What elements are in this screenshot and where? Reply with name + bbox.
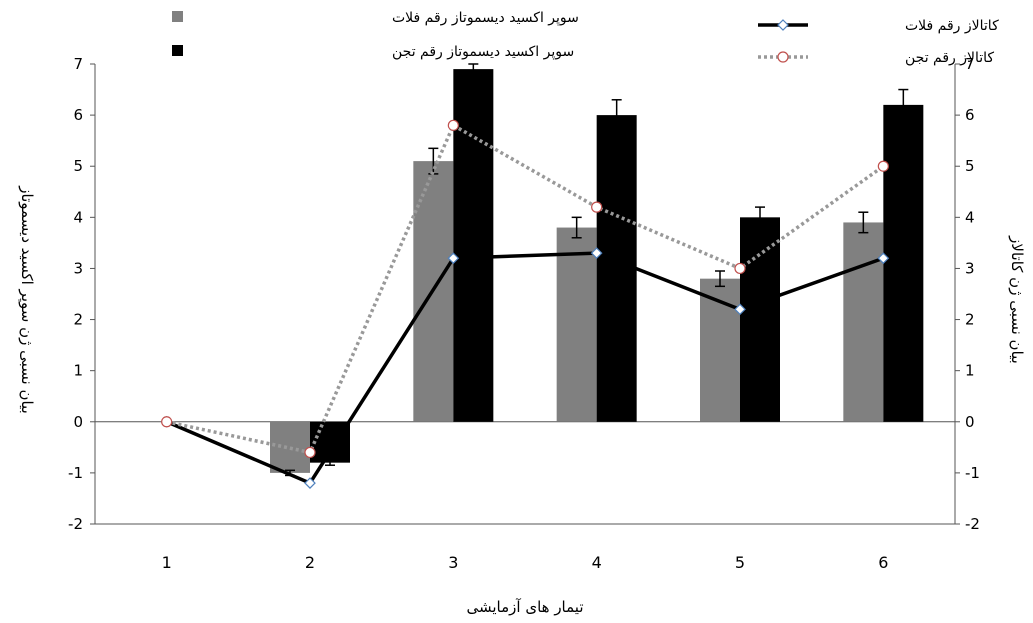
legend-swatch <box>172 11 183 22</box>
lines-layer <box>160 119 890 489</box>
y-axis-title-left: بیان نسبی ژن سوپر اکسید دیسموتاز <box>17 185 36 413</box>
y-tick-label-right: 4 <box>965 208 975 226</box>
data-point <box>304 477 316 489</box>
data-point <box>590 247 603 259</box>
x-tick-label: 5 <box>735 553 745 572</box>
y-tick-label-right: 0 <box>965 413 975 431</box>
x-tick-label: 4 <box>592 553 602 572</box>
legend-label: سوپر اکسید دیسموتاز رقم فلات <box>392 10 579 26</box>
y-tick-label-left: 4 <box>73 208 83 226</box>
data-point <box>591 201 603 213</box>
series-line <box>165 251 884 486</box>
axes-layer <box>90 63 960 525</box>
bar <box>843 222 884 422</box>
x-axis-title: تیمار های آزمایشی <box>466 598 583 616</box>
y-tick-label-left: 6 <box>73 106 83 124</box>
y-tick-label-left: 5 <box>73 157 83 175</box>
y-tick-label-left: 1 <box>73 362 83 380</box>
y-tick-label-left: 7 <box>73 55 83 73</box>
y-tick-label-right: -1 <box>965 464 980 482</box>
bar <box>453 69 494 422</box>
legend-marker <box>777 19 789 31</box>
data-point <box>877 160 889 172</box>
y-tick-label-left: -1 <box>68 464 83 482</box>
x-tick-label: 6 <box>878 553 888 572</box>
x-tick-label: 2 <box>305 553 315 572</box>
legend-layer: سوپر اکسید دیسموتاز رقم فلات سوپر اکسید د… <box>172 10 999 66</box>
series-line <box>166 122 885 455</box>
y-tick-label-right: -2 <box>965 515 980 533</box>
legend-swatch <box>172 45 183 56</box>
data-point <box>447 252 460 265</box>
legend-label: کاتالاز رقم تجن <box>905 50 994 66</box>
x-tick-label: 1 <box>162 553 172 572</box>
y-tick-label-left: -2 <box>68 515 83 533</box>
bar <box>556 227 597 422</box>
legend-label: کاتالاز رقم فلات <box>905 18 999 34</box>
bar <box>270 421 310 473</box>
legend-marker <box>777 51 789 63</box>
bar <box>596 115 637 422</box>
y-tick-label-left: 0 <box>73 413 83 431</box>
data-point <box>161 416 173 428</box>
ticks-layer: -2 -2 -1 -1 0 0 1 1 2 2 3 3 4 4 5 5 6 6 7 7 1 2 3 4 5 6 <box>68 55 980 572</box>
y-tick-label-right: 1 <box>965 362 975 380</box>
bars-layer <box>270 63 924 477</box>
y-tick-label-left: 2 <box>73 311 83 329</box>
y-axis-title-right: بیان نسبی ژن کاتالاز <box>1008 235 1026 364</box>
x-tick-label: 3 <box>448 553 458 572</box>
data-point <box>734 303 746 316</box>
legend-label: سوپر اکسید دیسموتاز رقم تجن <box>392 44 574 60</box>
data-point <box>304 446 316 459</box>
y-tick-label-left: 3 <box>73 259 83 277</box>
y-tick-label-right: 2 <box>965 311 975 329</box>
bar <box>740 217 780 422</box>
data-point <box>877 252 890 265</box>
y-tick-label-right: 6 <box>965 106 975 124</box>
bar <box>883 104 924 422</box>
y-tick-label-right: 5 <box>965 157 975 175</box>
data-point <box>447 119 459 131</box>
y-tick-label-right: 3 <box>965 259 975 277</box>
data-point <box>734 262 746 275</box>
y-tick-label-right: 7 <box>965 55 975 73</box>
